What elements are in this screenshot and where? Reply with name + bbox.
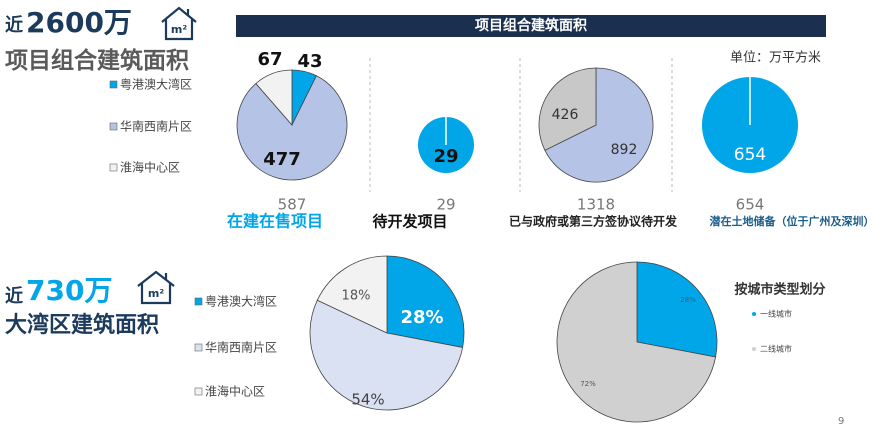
chart-title: 已与政府或第三方签协议待开发 xyxy=(509,214,678,229)
separators xyxy=(369,58,673,192)
legend-label: 一线城市 xyxy=(760,309,792,319)
lead: 近 xyxy=(5,14,23,36)
legend-label: 淮海中心区 xyxy=(120,160,180,175)
legend-marker xyxy=(752,347,756,351)
banner: 项目组合建筑面积 xyxy=(475,17,587,34)
total: 29 xyxy=(436,196,455,214)
chart-title: 在建在售项目 xyxy=(227,212,323,231)
legend-label: 粤港澳大湾区 xyxy=(120,77,192,92)
legend-label: 粤港澳大湾区 xyxy=(205,294,277,309)
amount: 2600万 xyxy=(26,6,132,39)
amount: 730万 xyxy=(26,274,112,307)
section-title: 项目组合建筑面积 xyxy=(5,48,189,74)
pie-slice xyxy=(255,69,293,127)
value-label: 54% xyxy=(351,391,384,409)
icon-label: m² xyxy=(148,287,164,300)
value-label: 28% xyxy=(680,296,696,304)
pie-slice xyxy=(538,67,597,151)
pie-slice xyxy=(636,261,718,358)
value-label: 29 xyxy=(433,146,458,167)
pie-slice xyxy=(556,261,717,423)
total: 587 xyxy=(278,196,307,214)
legend-marker xyxy=(752,312,756,316)
value-label: 426 xyxy=(552,107,579,123)
pie-slice xyxy=(544,67,654,183)
legend-label: 华南西南片区 xyxy=(205,340,277,355)
value-label: 43 xyxy=(297,51,322,72)
pie-slice xyxy=(236,75,348,181)
legend-marker xyxy=(109,80,118,89)
icon-label: m² xyxy=(171,23,187,36)
section-title: 大湾区建筑面积 xyxy=(5,312,159,338)
pie-slice xyxy=(316,255,388,334)
legend-label: 华南西南片区 xyxy=(120,119,192,134)
legend-label: 二线城市 xyxy=(760,344,792,354)
legend-marker xyxy=(109,122,118,131)
banner-bg xyxy=(236,15,826,37)
house-icon xyxy=(137,270,175,305)
total: 1318 xyxy=(577,196,615,214)
lead: 近 xyxy=(5,285,23,307)
legend-label: 淮海中心区 xyxy=(205,384,265,399)
pie-slice xyxy=(386,255,465,348)
value-label: 18% xyxy=(342,289,371,304)
house-icon xyxy=(161,6,197,41)
total: 654 xyxy=(736,196,765,214)
value-label: 477 xyxy=(263,149,301,170)
unit: 单位：万平方米 xyxy=(730,50,821,66)
legend-marker xyxy=(194,387,203,396)
value-label: 67 xyxy=(257,49,282,70)
legend-marker xyxy=(194,297,203,306)
value-label: 654 xyxy=(734,145,766,165)
chart-title: 按城市类型划分 xyxy=(734,282,825,298)
page-number: 9 xyxy=(838,416,844,427)
chart-title: 潜在土地储备（位于广州及深圳） xyxy=(710,214,875,228)
value-label: 892 xyxy=(611,142,638,158)
legend-marker xyxy=(109,163,118,172)
legend-marker xyxy=(194,343,203,352)
chart-title: 待开发项目 xyxy=(372,213,447,231)
value-label: 28% xyxy=(400,307,443,328)
pie-slice xyxy=(309,299,464,411)
value-label: 72% xyxy=(580,380,596,388)
